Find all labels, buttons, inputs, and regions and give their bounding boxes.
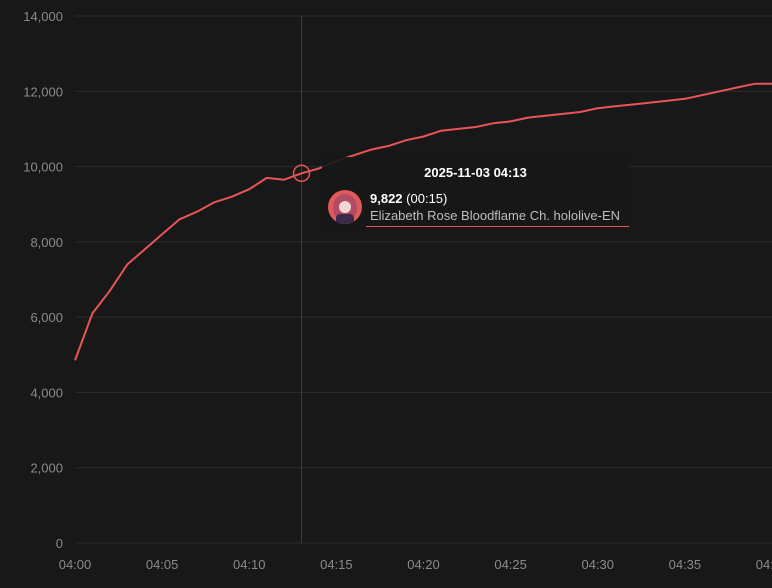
tooltip-duration: (00:15) xyxy=(406,191,448,206)
x-tick-label: 04:15 xyxy=(320,557,353,572)
y-tick-label: 12,000 xyxy=(23,84,63,99)
x-tick-label: 04:40 xyxy=(756,557,772,572)
y-tick-label: 0 xyxy=(56,536,63,551)
tooltip-timestamp: 2025-11-03 04:13 xyxy=(424,165,527,180)
y-tick-label: 2,000 xyxy=(30,461,63,476)
y-tick-label: 14,000 xyxy=(23,9,63,24)
x-tick-label: 04:35 xyxy=(669,557,702,572)
tooltip-series-underline xyxy=(366,226,629,227)
x-tick-label: 04:00 xyxy=(59,557,92,572)
tooltip: 2025-11-03 04:13 9,822 (00:15) Elizabeth… xyxy=(322,157,629,229)
x-tick-label: 04:05 xyxy=(146,557,179,572)
x-axis: 04:00 04:05 04:10 04:15 04:20 04:25 04:30 04:35… xyxy=(59,557,772,572)
y-axis: 0 2,000 4,000 6,000 8,000 10,000 12,000 14,000 xyxy=(23,9,63,551)
x-tick-label: 04:30 xyxy=(581,557,614,572)
tooltip-value: 9,822 xyxy=(370,191,403,206)
x-tick-label: 04:25 xyxy=(494,557,527,572)
y-tick-label: 4,000 xyxy=(30,385,63,400)
tooltip-channel-name: Elizabeth Rose Bloodflame Ch. hololive-E… xyxy=(370,208,621,223)
avatar-face xyxy=(339,201,351,213)
x-tick-label: 04:10 xyxy=(233,557,266,572)
tooltip-value-row: 9,822 (00:15) xyxy=(370,191,447,206)
grid xyxy=(75,15,772,544)
hover-marker xyxy=(292,164,311,183)
series-line[interactable] xyxy=(74,82,772,361)
x-tick-label: 04:20 xyxy=(407,557,440,572)
y-tick-label: 8,000 xyxy=(30,235,63,250)
y-tick-label: 10,000 xyxy=(23,160,63,175)
avatar-outfit xyxy=(336,214,354,224)
y-tick-label: 6,000 xyxy=(30,310,63,325)
channel-avatar-icon xyxy=(328,190,362,224)
